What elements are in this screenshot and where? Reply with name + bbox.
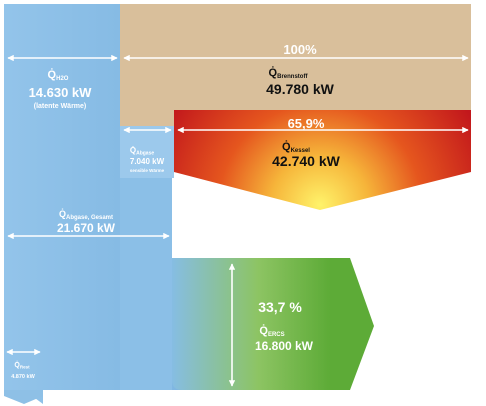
exhaust-total-value-label: 21.670 kW	[57, 221, 116, 235]
boiler-percent-label: 65,9%	[288, 116, 325, 131]
exhaust-sensible-band	[120, 126, 174, 178]
recovered-joint	[120, 178, 172, 390]
recovered-flow-band	[172, 258, 374, 390]
fuel-flow-band	[120, 4, 471, 126]
boiler-flow-band	[174, 110, 471, 210]
exhaust-value-label: 7.040 kW	[130, 157, 165, 166]
fuel-percent-label: 100%	[283, 42, 317, 57]
latent-note-label: (latente Wärme)	[34, 103, 87, 110]
rest-flow-band	[4, 390, 43, 404]
boiler-value-label: 42.740 kW	[272, 153, 340, 169]
latent-symbol-label: Q̇H2O	[48, 68, 69, 82]
exhaust-total-symbol-label: Q̇Abgase, Gesamt	[59, 209, 113, 221]
exhaust-symbol-label: Q̇Abgase	[130, 146, 155, 157]
fuel-symbol-label: Q̇Brennstoff	[269, 66, 309, 80]
exhaust-note-label: sensible Wärme	[130, 168, 165, 173]
latent-value-label: 14.630 kW	[29, 85, 93, 100]
recovered-percent-label: 33,7 %	[258, 299, 302, 315]
latent-subscript: H2O	[56, 76, 69, 82]
recovered-value-label: 16.800 kW	[255, 339, 314, 353]
rest-value-label: 4.870 kW	[11, 374, 35, 380]
fuel-value-label: 49.780 kW	[266, 81, 334, 97]
boiler-subscript: Kessel	[291, 148, 311, 154]
recovered-subscript: ERCS	[268, 332, 285, 338]
rest-subscript: Rest	[20, 365, 30, 370]
exhaust-subscript: Abgase	[136, 151, 154, 157]
rest-symbol-label: Q̇Rest	[14, 361, 30, 369]
exhaust-total-subscript: Abgase, Gesamt	[66, 215, 113, 221]
boiler-symbol-label: Q̇Kessel	[282, 140, 310, 154]
fuel-subscript: Brennstoff	[277, 74, 308, 80]
recovered-symbol-label: Q̇ERCS	[259, 324, 284, 338]
